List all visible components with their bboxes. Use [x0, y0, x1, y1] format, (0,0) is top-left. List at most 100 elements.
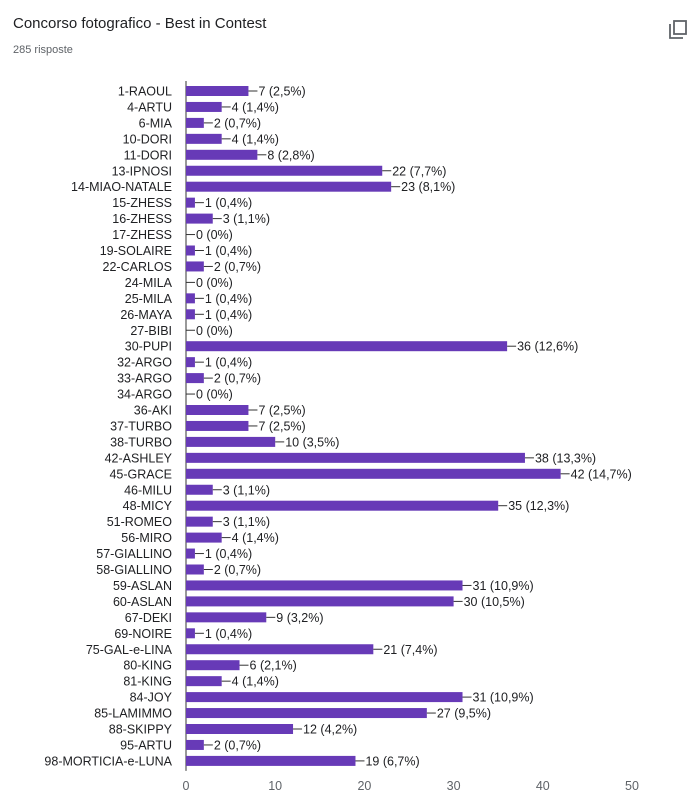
- x-tick-label: 40: [536, 779, 550, 793]
- data-label: 30 (10,5%): [464, 595, 525, 609]
- bar: [186, 181, 392, 192]
- bar: [186, 101, 222, 112]
- bar: [186, 692, 463, 703]
- category-label: 84-JOY: [130, 691, 173, 705]
- data-label: 4 (1,4%): [232, 100, 279, 114]
- bar: [186, 261, 204, 272]
- category-label: 56-MIRO: [121, 531, 172, 545]
- data-label: 23 (8,1%): [401, 180, 455, 194]
- data-label: 7 (2,5%): [258, 85, 305, 99]
- data-label: 7 (2,5%): [258, 419, 305, 433]
- data-label: 22 (7,7%): [392, 164, 446, 178]
- bar: [186, 149, 258, 160]
- category-label: 59-ASLAN: [113, 579, 172, 593]
- data-label: 1 (0,4%): [205, 292, 252, 306]
- category-label: 10-DORI: [123, 132, 172, 146]
- bar: [186, 532, 222, 543]
- category-label: 14-MIAO-NATALE: [71, 180, 172, 194]
- category-label: 67-DEKI: [125, 611, 172, 625]
- data-label: 8 (2,8%): [267, 148, 314, 162]
- x-tick-label: 0: [183, 779, 190, 793]
- data-label: 2 (0,7%): [214, 372, 261, 386]
- data-label: 21 (7,4%): [383, 643, 437, 657]
- bar: [186, 516, 213, 527]
- x-tick-label: 10: [268, 779, 282, 793]
- bar: [186, 612, 267, 623]
- category-label: 58-GIALLINO: [96, 563, 172, 577]
- bar: [186, 213, 213, 224]
- category-label: 36-AKI: [134, 404, 172, 418]
- bar: [186, 500, 499, 511]
- data-label: 1 (0,4%): [205, 356, 252, 370]
- data-label: 1 (0,4%): [205, 308, 252, 322]
- data-label: 1 (0,4%): [205, 627, 252, 641]
- x-tick-label: 20: [357, 779, 371, 793]
- category-label: 30-PUPI: [125, 340, 172, 354]
- category-label: 17-ZHESS: [112, 228, 172, 242]
- bar: [186, 405, 249, 415]
- data-label: 4 (1,4%): [232, 531, 279, 545]
- data-label: 31 (10,9%): [473, 691, 534, 705]
- bar: [186, 755, 356, 766]
- category-label: 95-ARTU: [120, 738, 172, 752]
- bar: [186, 309, 195, 320]
- bar: [186, 708, 427, 719]
- category-label: 48-MICY: [123, 499, 173, 513]
- category-label: 60-ASLAN: [113, 595, 172, 609]
- category-label: 4-ARTU: [127, 100, 172, 114]
- bar: [186, 197, 195, 208]
- data-label: 2 (0,7%): [214, 260, 261, 274]
- bar: [186, 341, 508, 352]
- bar: [186, 628, 195, 639]
- bar: [186, 420, 249, 431]
- category-label: 37-TURBO: [110, 419, 172, 433]
- data-label: 10 (3,5%): [285, 435, 339, 449]
- bar: [186, 117, 204, 128]
- data-label: 0 (0%): [196, 276, 233, 290]
- category-label: 80-KING: [123, 659, 172, 673]
- category-label: 88-SKIPPY: [109, 723, 173, 737]
- bar: [186, 596, 454, 607]
- bar: [186, 676, 222, 687]
- category-label: 11-DORI: [124, 148, 172, 162]
- category-label: 19-SOLAIRE: [100, 244, 172, 258]
- data-label: 42 (14,7%): [571, 467, 632, 481]
- bar: [186, 644, 374, 655]
- copy-icon[interactable]: [667, 19, 689, 41]
- data-label: 27 (9,5%): [437, 707, 491, 721]
- data-label: 38 (13,3%): [535, 451, 596, 465]
- data-label: 0 (0%): [196, 228, 233, 242]
- category-label: 45-GRACE: [109, 467, 172, 481]
- category-label: 27-BIBI: [130, 324, 172, 338]
- category-label: 34-ARGO: [117, 388, 172, 402]
- category-label: 26-MAYA: [120, 308, 172, 322]
- category-label: 51-ROMEO: [107, 515, 173, 529]
- data-label: 1 (0,4%): [205, 547, 252, 561]
- category-label: 69-NOIRE: [114, 627, 172, 641]
- category-label: 13-IPNOSI: [112, 164, 172, 178]
- x-tick-label: 30: [447, 779, 461, 793]
- data-label: 3 (1,1%): [223, 515, 270, 529]
- data-label: 4 (1,4%): [232, 132, 279, 146]
- bar: [186, 660, 240, 671]
- bar: [186, 739, 204, 750]
- data-label: 12 (4,2%): [303, 723, 357, 737]
- bar: [186, 580, 463, 591]
- data-label: 4 (1,4%): [232, 675, 279, 689]
- category-label: 25-MILA: [125, 292, 173, 306]
- data-label: 3 (1,1%): [223, 212, 270, 226]
- bar: [186, 133, 222, 144]
- data-label: 19 (6,7%): [365, 754, 419, 768]
- bar: [186, 724, 294, 734]
- data-label: 0 (0%): [196, 388, 233, 402]
- category-label: 32-ARGO: [117, 356, 172, 370]
- bar: [186, 484, 213, 495]
- data-label: 0 (0%): [196, 324, 233, 338]
- data-label: 3 (1,1%): [223, 483, 270, 497]
- response-count: 285 risposte: [13, 44, 73, 56]
- data-label: 1 (0,4%): [205, 196, 252, 210]
- data-label: 1 (0,4%): [205, 244, 252, 258]
- bar: [186, 468, 561, 479]
- bar: [186, 86, 249, 96]
